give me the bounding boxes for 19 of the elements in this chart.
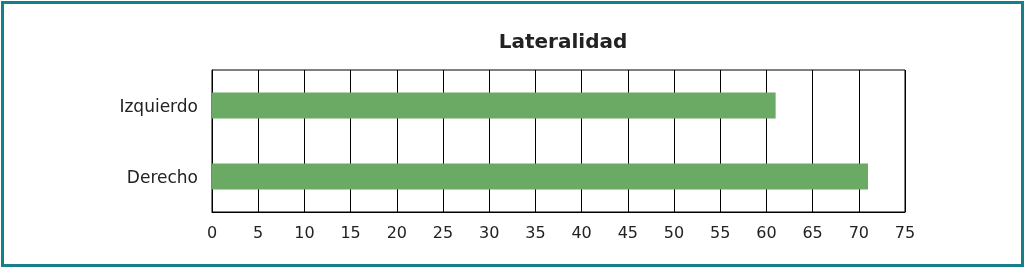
x-tick-label: 10 (294, 222, 315, 242)
x-tick-label: 25 (432, 222, 454, 242)
x-tick-label: 70 (848, 222, 869, 242)
x-tick-label: 40 (571, 222, 592, 242)
chart-title: Lateralidad (498, 29, 628, 53)
x-tick-label: 50 (663, 222, 685, 242)
y-tick-label: Izquierdo (119, 95, 198, 116)
x-tick-label: 60 (756, 222, 777, 242)
x-tick-label: 45 (617, 222, 638, 242)
x-tick-label: 30 (479, 222, 500, 242)
x-tick-label: 35 (525, 222, 546, 242)
x-tick-label: 15 (340, 222, 361, 242)
y-tick-label: Derecho (126, 166, 198, 187)
x-tick-label: 5 (253, 222, 264, 242)
x-tick-label: 75 (894, 222, 916, 242)
x-tick-label: 55 (710, 222, 731, 242)
x-tick-label: 65 (802, 222, 823, 242)
x-tick-label: 20 (386, 222, 407, 242)
x-tick-label: 0 (206, 222, 218, 242)
